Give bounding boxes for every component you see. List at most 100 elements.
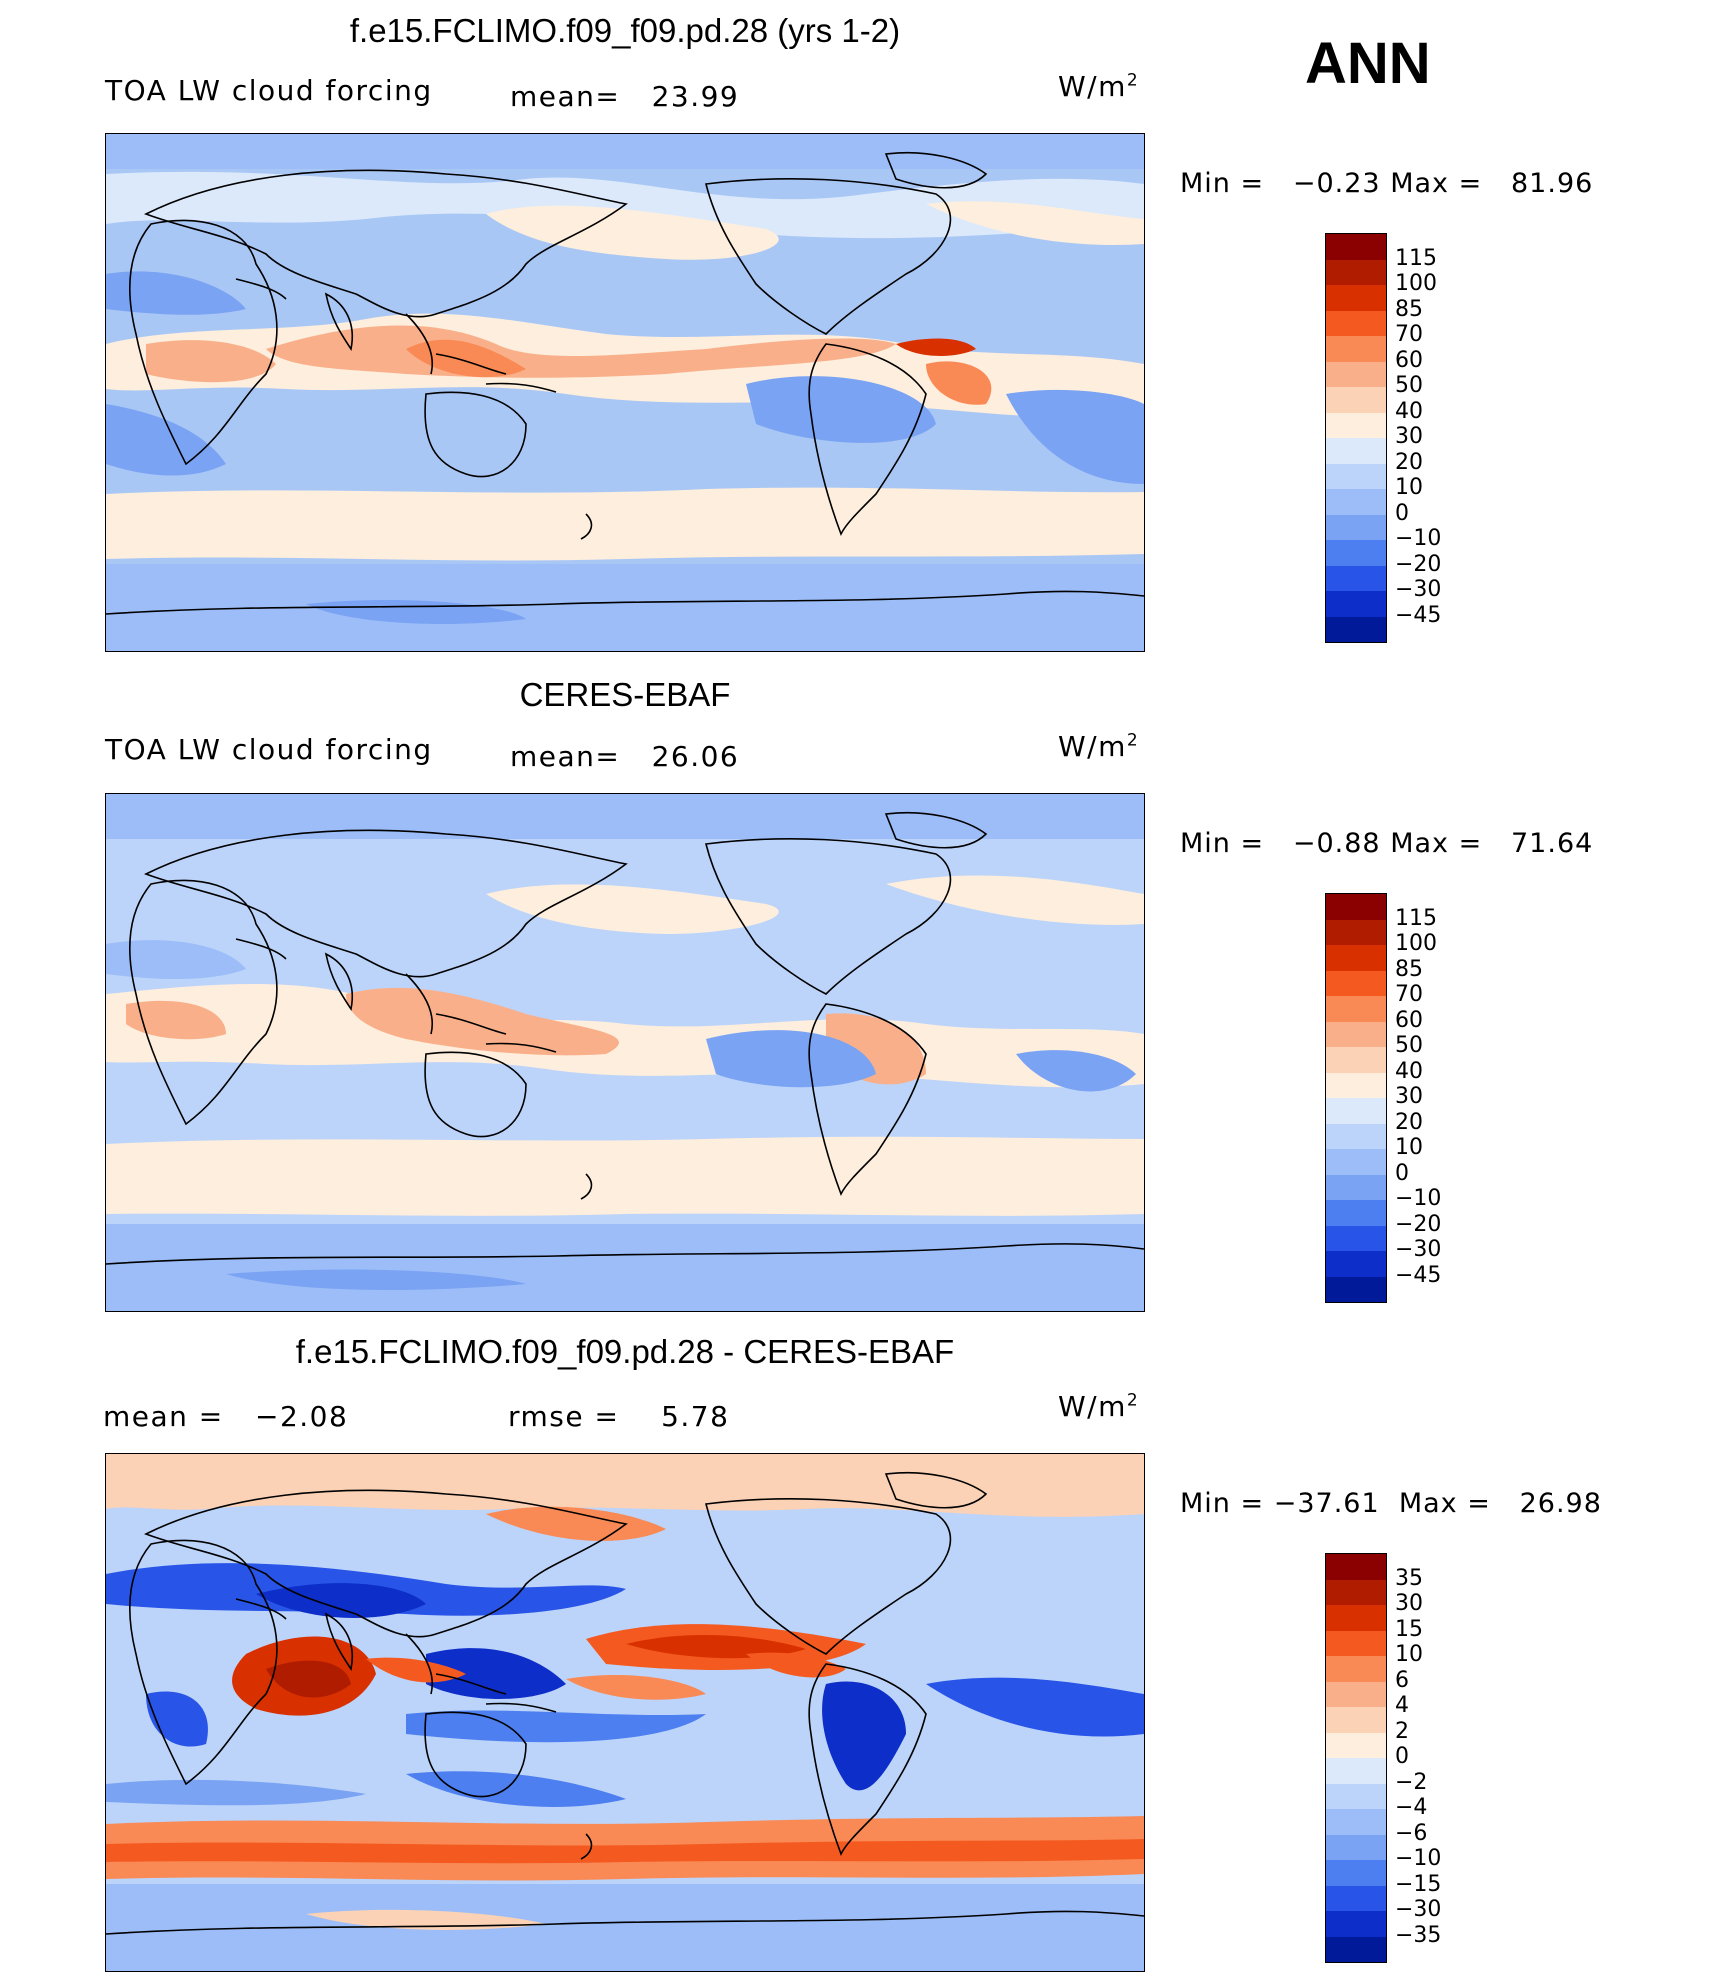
colorbar-swatch [1326, 1225, 1386, 1252]
panel3-units: W/m2 [1058, 1390, 1140, 1423]
colorbar-tick-label: −45 [1395, 1262, 1442, 1288]
colorbar-tick-label: 10 [1395, 1135, 1423, 1160]
panel3-rmse: rmse = 5.78 [508, 1400, 729, 1433]
panel1-colorbar [1325, 233, 1387, 643]
colorbar-swatch [1326, 894, 1386, 921]
colorbar-tick-label: −20 [1395, 551, 1442, 577]
colorbar-swatch [1326, 1276, 1386, 1302]
panel1-mean-value: 23.99 [651, 80, 740, 113]
colorbar-tick-label: 10 [1395, 1642, 1423, 1667]
colorbar-swatch [1326, 1554, 1386, 1581]
panel2-units: W/m2 [1058, 730, 1140, 763]
colorbar-swatch [1326, 259, 1386, 286]
colorbar-swatch [1326, 361, 1386, 388]
colorbar-swatch [1326, 1885, 1386, 1912]
colorbar-tick-label: 100 [1395, 271, 1437, 296]
colorbar-tick-label: 20 [1395, 1109, 1423, 1135]
colorbar-swatch [1326, 1732, 1386, 1759]
panel3-minmax: Min = −37.61 Max = 26.98 [1180, 1488, 1602, 1519]
panel3-colorbar [1325, 1553, 1387, 1963]
panel3-mean-label: mean = [103, 1400, 224, 1433]
colorbar-swatch [1326, 514, 1386, 541]
colorbar-tick-label: −45 [1395, 602, 1442, 628]
panel1-variable-label: TOA LW cloud forcing [105, 74, 433, 107]
panel1-min-value: −0.23 [1292, 168, 1381, 199]
colorbar-swatch [1326, 1174, 1386, 1201]
colorbar-swatch [1326, 616, 1386, 642]
colorbar-swatch [1326, 1783, 1386, 1810]
colorbar-swatch [1326, 945, 1386, 972]
colorbar-tick-label: −2 [1395, 1769, 1428, 1795]
colorbar-swatch [1326, 1149, 1386, 1176]
colorbar-swatch [1326, 1098, 1386, 1125]
colorbar-swatch [1326, 336, 1386, 363]
panel2-mean-label: mean= [510, 740, 621, 773]
colorbar-tick-label: 40 [1395, 398, 1423, 424]
colorbar-tick-label: 0 [1395, 500, 1409, 526]
colorbar-tick-label: 50 [1395, 373, 1423, 398]
colorbar-swatch [1326, 1834, 1386, 1861]
panel1-max-value: 81.96 [1511, 168, 1594, 199]
colorbar-swatch [1326, 1758, 1386, 1785]
colorbar-swatch [1326, 234, 1386, 261]
colorbar-tick-label: 85 [1395, 956, 1423, 982]
panel2-min-value: −0.88 [1292, 828, 1381, 859]
colorbar-tick-label: 100 [1395, 931, 1437, 956]
colorbar-swatch [1326, 1911, 1386, 1938]
panel1-mean-label: mean= [510, 80, 621, 113]
colorbar-swatch [1326, 1681, 1386, 1708]
colorbar-tick-label: 115 [1395, 905, 1437, 931]
colorbar-tick-label: 10 [1395, 475, 1423, 500]
colorbar-swatch [1326, 1123, 1386, 1150]
colorbar-swatch [1326, 591, 1386, 618]
panel2-minmax: Min = −0.88 Max = 71.64 [1180, 828, 1594, 859]
colorbar-swatch [1326, 387, 1386, 414]
colorbar-swatch [1326, 996, 1386, 1023]
panel2-mean-value: 26.06 [651, 740, 740, 773]
colorbar-swatch [1326, 1630, 1386, 1657]
colorbar-tick-label: 15 [1395, 1616, 1423, 1642]
colorbar-tick-label: 70 [1395, 322, 1423, 347]
colorbar-tick-label: 2 [1395, 1718, 1409, 1744]
panel2-map [105, 793, 1145, 1312]
panel3-rmse-value: 5.78 [661, 1400, 730, 1433]
panel3-max-value: 26.98 [1519, 1488, 1602, 1519]
colorbar-swatch [1326, 1047, 1386, 1074]
colorbar-swatch [1326, 565, 1386, 592]
colorbar-swatch [1326, 1656, 1386, 1683]
colorbar-swatch [1326, 1579, 1386, 1606]
panel3-title: f.e15.FCLIMO.f09_f09.pd.28 - CERES-EBAF [295, 1333, 955, 1370]
season-label: ANN [1305, 31, 1431, 96]
colorbar-swatch [1326, 540, 1386, 567]
panel3-mean-value: −2.08 [254, 1400, 349, 1433]
colorbar-tick-label: 70 [1395, 982, 1423, 1007]
colorbar-tick-label: 40 [1395, 1058, 1423, 1084]
colorbar-tick-label: 4 [1395, 1693, 1409, 1718]
colorbar-swatch [1326, 310, 1386, 337]
colorbar-tick-label: 60 [1395, 347, 1423, 373]
colorbar-tick-label: −30 [1395, 577, 1442, 602]
colorbar-tick-label: 115 [1395, 245, 1437, 271]
panel3-min-value: −37.61 [1273, 1488, 1380, 1519]
panel2-mean: mean= 26.06 [510, 740, 739, 773]
colorbar-tick-label: 6 [1395, 1667, 1409, 1693]
panel2-colorbar [1325, 893, 1387, 1303]
colorbar-swatch [1326, 1200, 1386, 1227]
panel1-minmax: Min = −0.23 Max = 81.96 [1180, 168, 1594, 199]
panel2-variable-label: TOA LW cloud forcing [105, 733, 433, 766]
colorbar-tick-label: −30 [1395, 1897, 1442, 1922]
panel1-map [105, 133, 1145, 652]
colorbar-tick-label: 0 [1395, 1744, 1409, 1769]
colorbar-swatch [1326, 919, 1386, 946]
colorbar-tick-label: 30 [1395, 424, 1423, 449]
colorbar-swatch [1326, 1251, 1386, 1278]
colorbar-tick-label: 60 [1395, 1007, 1423, 1033]
colorbar-swatch [1326, 463, 1386, 490]
colorbar-tick-label: −10 [1395, 526, 1442, 551]
colorbar-swatch [1326, 1936, 1386, 1962]
colorbar-swatch [1326, 489, 1386, 516]
colorbar-tick-label: −35 [1395, 1922, 1442, 1948]
colorbar-swatch [1326, 970, 1386, 997]
colorbar-tick-label: 0 [1395, 1160, 1409, 1186]
panel2-title: CERES-EBAF [519, 676, 731, 713]
